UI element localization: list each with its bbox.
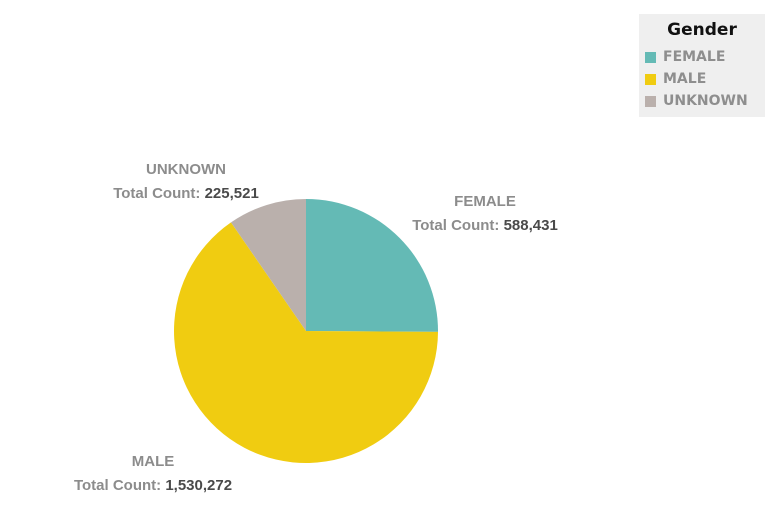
legend-swatch-male [645, 73, 656, 85]
legend-item-male[interactable]: MALE [645, 68, 765, 90]
pie-slice-unknown[interactable] [230, 199, 306, 331]
slice-count-female: Total Count: 588,431 [412, 217, 558, 234]
legend-swatch-unknown [645, 95, 656, 107]
slice-label-female: FEMALE Total Count: 588,431 [400, 190, 570, 238]
legend-swatch-female [645, 51, 656, 63]
slice-name-male: MALE [131, 453, 175, 470]
slice-label-male: MALE Total Count: 1,530,272 [60, 450, 246, 498]
slice-count-male: Total Count: 1,530,272 [73, 477, 233, 494]
legend-label-unknown: UNKNOWN [663, 93, 748, 109]
slice-name-female: FEMALE [454, 193, 516, 210]
legend-label-male: MALE [663, 71, 707, 87]
legend-item-female[interactable]: FEMALE [645, 46, 765, 68]
slice-count-unknown: Total Count: 225,521 [113, 185, 259, 202]
slice-label-unknown: UNKNOWN Total Count: 225,521 [100, 158, 272, 206]
legend-label-female: FEMALE [663, 49, 726, 65]
pie-slice-male[interactable] [174, 222, 438, 463]
legend: Gender FEMALE MALE UNKNOWN [639, 14, 765, 117]
legend-title: Gender [667, 20, 737, 40]
legend-item-unknown[interactable]: UNKNOWN [645, 90, 765, 112]
pie-slice-female[interactable] [306, 199, 439, 332]
slice-name-unknown: UNKNOWN [146, 161, 226, 178]
